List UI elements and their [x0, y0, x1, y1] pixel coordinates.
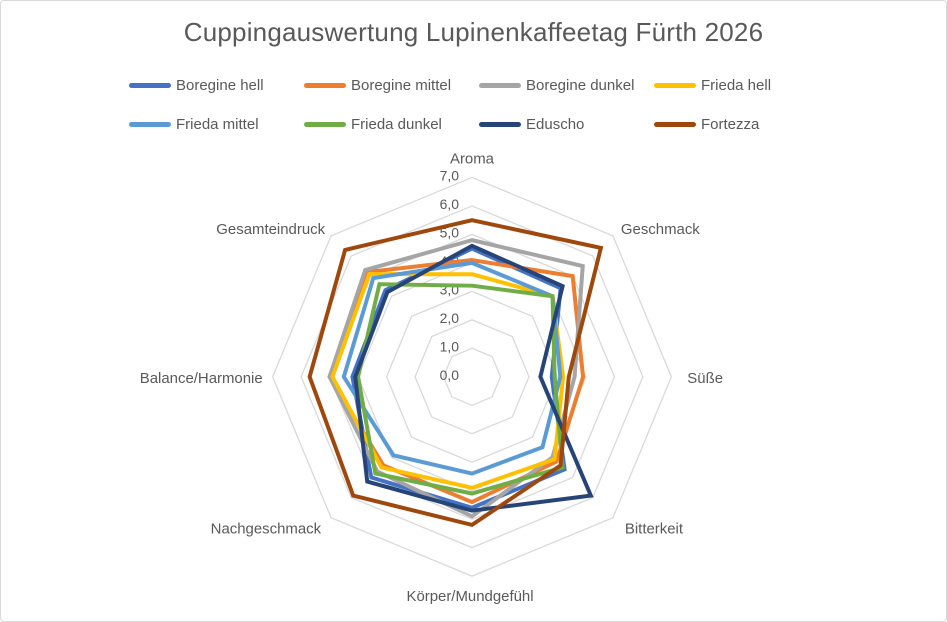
- legend-swatch-frieda-mittel: [129, 122, 171, 127]
- tick-label-2-0: 2,0: [440, 310, 460, 326]
- legend-swatch-eduscho: [479, 122, 521, 127]
- category-label-geschmack: Geschmack: [621, 221, 700, 238]
- series-line-boregine-hell: [350, 246, 567, 510]
- legend-item-frieda-mittel[interactable]: Frieda mittel: [129, 116, 304, 133]
- legend-item-boregine-mittel[interactable]: Boregine mittel: [304, 77, 479, 94]
- legend-label: Boregine hell: [176, 77, 264, 94]
- legend-swatch-fortezza: [654, 122, 696, 127]
- legend: Boregine hell Boregine mittel Boregine dun…: [129, 77, 829, 133]
- grid-ring-1: [442, 347, 502, 406]
- legend-item-boregine-dunkel[interactable]: Boregine dunkel: [479, 77, 654, 94]
- grid-ring-7: [271, 176, 673, 577]
- category-label-aroma: Aroma: [450, 150, 495, 167]
- series-line-eduscho: [353, 243, 594, 513]
- category-label-gesamteindruck: Gesamteindruck: [216, 221, 325, 238]
- series-line-boregine-dunkel: [327, 238, 585, 519]
- radar-category-labels: Aroma Geschmack Süße Bitterkeit Körper/Mundg…: [140, 150, 723, 605]
- category-label-nachgeschmack: Nachgeschmack: [211, 521, 322, 538]
- legend-label: Frieda hell: [701, 77, 772, 94]
- legend-swatch-frieda-dunkel: [304, 122, 346, 127]
- legend-swatch-boregine-mittel: [304, 83, 346, 88]
- tick-label-1-0: 1,0: [440, 338, 460, 354]
- legend-label: Frieda mittel: [176, 116, 259, 133]
- grid-ring-2: [414, 319, 530, 435]
- legend-item-frieda-dunkel[interactable]: Frieda dunkel: [304, 116, 479, 133]
- legend-swatch-boregine-dunkel: [479, 83, 521, 88]
- legend-label: Boregine dunkel: [526, 77, 635, 94]
- legend-item-eduscho[interactable]: Eduscho: [479, 116, 654, 133]
- legend-swatch-boregine-hell: [129, 83, 171, 88]
- category-label-süße: Süße: [687, 370, 723, 387]
- category-label-bitterkeit: Bitterkeit: [625, 521, 684, 538]
- legend-item-fortezza[interactable]: Fortezza: [654, 116, 829, 133]
- radar-series: [307, 218, 604, 528]
- category-label-körper-mundgefühl: Körper/Mundgefühl: [406, 588, 533, 605]
- legend-label: Eduscho: [526, 116, 585, 133]
- series-line-fortezza: [307, 218, 604, 528]
- legend-label: Frieda dunkel: [351, 116, 442, 133]
- legend-swatch-frieda-hell: [654, 83, 696, 88]
- legend-label: Boregine mittel: [351, 77, 452, 94]
- legend-item-boregine-hell[interactable]: Boregine hell: [129, 77, 304, 94]
- tick-label-7-0: 7,0: [440, 167, 460, 183]
- grid-ring-6: [300, 205, 644, 549]
- tick-label-0-0: 0,0: [440, 367, 460, 383]
- legend-label: Fortezza: [701, 116, 760, 133]
- tick-label-6-0: 6,0: [440, 196, 460, 212]
- category-label-balance-harmonie: Balance/Harmonie: [140, 370, 263, 387]
- chart-title: Cuppingauswertung Lupinenkaffeetag Fürth…: [183, 17, 764, 47]
- grid-ring-4: [357, 262, 587, 492]
- grid-ring-3: [385, 290, 559, 463]
- legend-item-frieda-hell[interactable]: Frieda hell: [654, 77, 829, 94]
